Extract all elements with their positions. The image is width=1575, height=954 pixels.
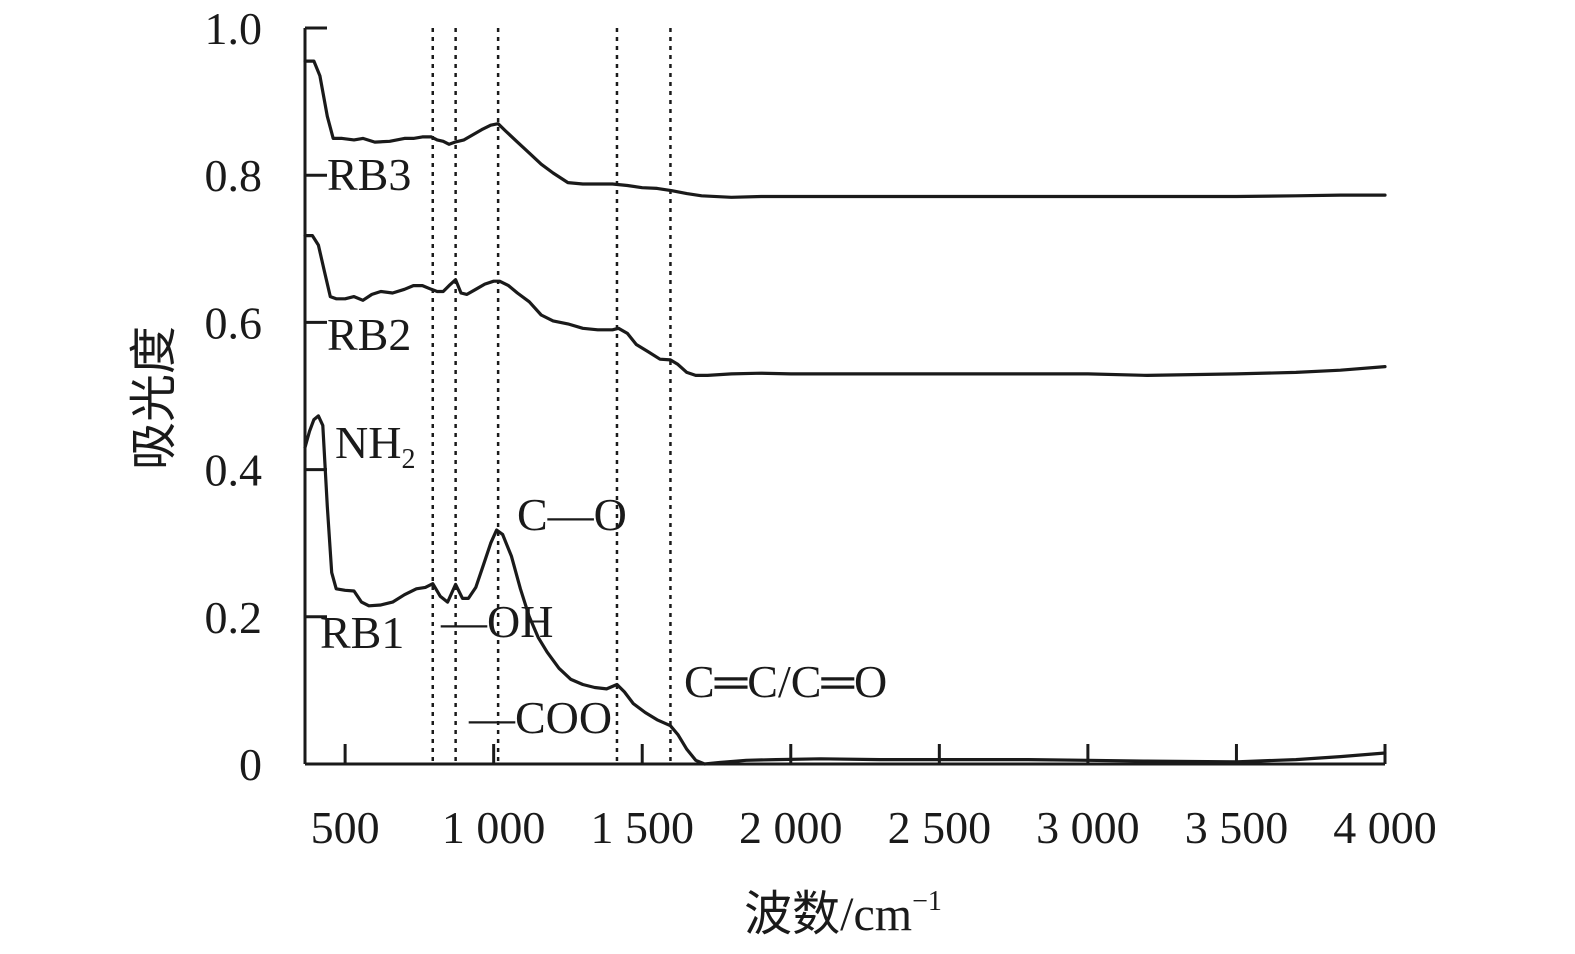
x-tick-label: 4 000 bbox=[1333, 802, 1437, 853]
series-label-rb3: RB3 bbox=[327, 149, 411, 200]
annotation-cc-co: C═C/C═O bbox=[684, 656, 887, 707]
axes bbox=[303, 28, 1385, 766]
series-line-rb3 bbox=[303, 59, 1387, 199]
y-tick-label: 1.0 bbox=[205, 3, 263, 54]
annotation-nh2: NH2 bbox=[335, 417, 415, 475]
x-tick-label: 1 000 bbox=[442, 802, 546, 853]
series-label-rb1: RB1 bbox=[320, 607, 404, 658]
reference-lines bbox=[431, 28, 672, 764]
x-axis-title-sup: −1 bbox=[912, 886, 942, 917]
x-axis-title-main: 波数/cm bbox=[744, 888, 912, 941]
y-axis-title: 吸光度 bbox=[128, 326, 181, 470]
series-lines bbox=[303, 59, 1387, 766]
x-tick-label: 1 500 bbox=[590, 802, 694, 853]
x-tick-label: 3 000 bbox=[1036, 802, 1140, 853]
x-tick-label: 3 500 bbox=[1185, 802, 1289, 853]
x-ticks: 500 1 000 1 500 2 000 2 500 3 000 3 500 4 000 bbox=[311, 744, 1437, 853]
x-tick-label: 2 000 bbox=[739, 802, 843, 853]
y-tick-label: 0.6 bbox=[205, 297, 263, 348]
y-ticks: 0 0.2 0.4 0.6 0.8 1.0 bbox=[205, 3, 327, 790]
y-tick-label: 0.8 bbox=[205, 150, 263, 201]
annotation-coo: —COO bbox=[468, 692, 612, 743]
y-tick-label: 0.4 bbox=[205, 445, 263, 496]
x-tick-label: 500 bbox=[311, 802, 380, 853]
series-line-rb1 bbox=[303, 414, 1387, 766]
series-label-rb2: RB2 bbox=[327, 309, 411, 360]
annotation-nh2-main: NH bbox=[335, 417, 401, 468]
y-tick-label: 0 bbox=[239, 739, 262, 790]
annotation-nh2-sub: 2 bbox=[401, 444, 415, 475]
annotation-c-o: C—O bbox=[517, 489, 627, 540]
series-line-rb2 bbox=[303, 234, 1387, 377]
y-tick-label: 0.2 bbox=[205, 592, 263, 643]
x-axis-title: 波数/cm−1 bbox=[744, 886, 942, 941]
x-tick-label: 2 500 bbox=[888, 802, 992, 853]
annotation-oh: —OH bbox=[440, 596, 553, 647]
